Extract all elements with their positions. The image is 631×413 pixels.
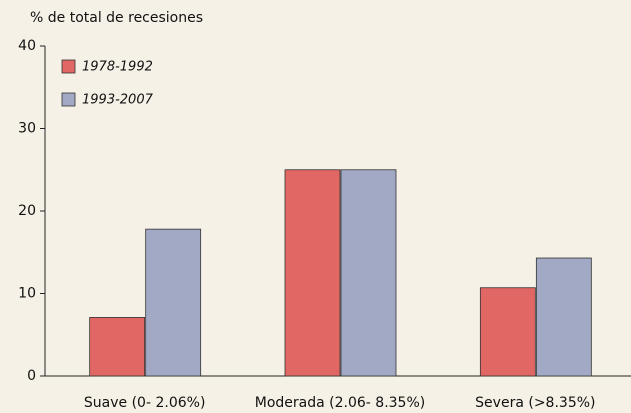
y-tick-label: 0 [27,368,36,384]
x-tick-label: Moderada (2.06- 8.35%) [255,395,425,411]
chart-title: % de total de recesiones [30,10,203,26]
legend-swatch [61,92,76,107]
x-tick-label: Severa (>8.35%) [475,395,595,411]
bar [145,228,202,377]
bar [535,257,592,377]
bar [89,317,146,377]
bar [284,169,341,377]
legend-label: 1993-2007 [82,93,154,108]
y-tick-label: 20 [18,203,36,219]
y-tick-label: 10 [18,286,36,302]
bar [340,169,397,377]
bar [479,287,536,377]
legend-swatch [61,59,76,74]
legend-label: 1978-1992 [82,60,153,75]
y-tick-label: 40 [18,38,36,54]
x-tick-label: Suave (0- 2.06%) [84,395,206,411]
y-tick-label: 30 [18,121,36,137]
